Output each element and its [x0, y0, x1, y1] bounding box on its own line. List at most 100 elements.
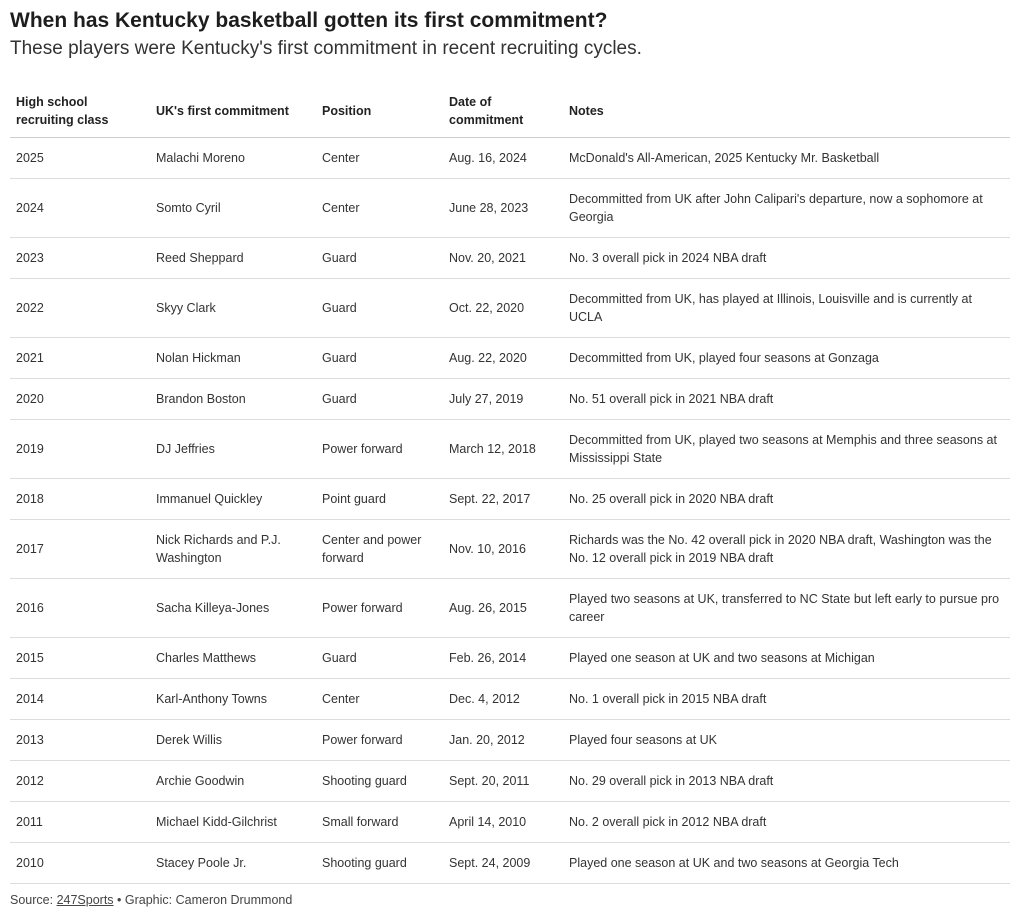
table-cell: Dec. 4, 2012	[443, 678, 563, 720]
table-cell: Guard	[316, 337, 443, 379]
table-cell: Power forward	[316, 419, 443, 479]
table-cell: Brandon Boston	[150, 378, 316, 420]
table-cell: Aug. 22, 2020	[443, 337, 563, 379]
table-row: 2016 Sacha Killeya-Jones Power forward Aug.…	[10, 578, 1010, 638]
table-cell: Nov. 10, 2016	[443, 519, 563, 579]
table-row: 2018 Immanuel Quickley Point guard Sept. 22…	[10, 478, 1010, 520]
table-cell: Power forward	[316, 719, 443, 761]
column-header: Notes	[563, 85, 1010, 138]
table-cell: Decommitted from UK, played two seasons …	[563, 419, 1010, 479]
table-cell: Guard	[316, 278, 443, 338]
column-header: Date of commitment	[443, 85, 563, 138]
table-cell: Feb. 26, 2014	[443, 637, 563, 679]
table-cell: Aug. 26, 2015	[443, 578, 563, 638]
table-row: 2023 Reed Sheppard Guard Nov. 20, 2021 No. 3…	[10, 237, 1010, 279]
table-row: 2022 Skyy Clark Guard Oct. 22, 2020 Decommit…	[10, 278, 1010, 338]
table-cell: Karl-Anthony Towns	[150, 678, 316, 720]
column-header: UK's first commitment	[150, 85, 316, 138]
table-cell: Sacha Killeya-Jones	[150, 578, 316, 638]
table-cell: No. 51 overall pick in 2021 NBA draft	[563, 378, 1010, 420]
table-cell: No. 25 overall pick in 2020 NBA draft	[563, 478, 1010, 520]
table-cell: 2016	[10, 578, 150, 638]
table-cell: Nick Richards and P.J. Washington	[150, 519, 316, 579]
table-cell: No. 1 overall pick in 2015 NBA draft	[563, 678, 1010, 720]
table-cell: 2018	[10, 478, 150, 520]
table-cell: 2012	[10, 760, 150, 802]
table-cell: Jan. 20, 2012	[443, 719, 563, 761]
table-cell: 2025	[10, 137, 150, 179]
table-cell: Decommitted from UK, has played at Illin…	[563, 278, 1010, 338]
table-cell: Center	[316, 678, 443, 720]
table-row: 2017 Nick Richards and P.J. Washington Cen…	[10, 519, 1010, 579]
table-cell: 2017	[10, 519, 150, 579]
table-cell: DJ Jeffries	[150, 419, 316, 479]
table-row: 2019 DJ Jeffries Power forward March 12, 20…	[10, 419, 1010, 479]
table: High school recruiting class UK's first c…	[10, 85, 1010, 884]
table-row: 2011 Michael Kidd-Gilchrist Small forward A…	[10, 801, 1010, 843]
header-row: High school recruiting class UK's first c…	[10, 85, 1010, 138]
source-link[interactable]: 247Sports	[56, 893, 114, 907]
table-row: 2014 Karl-Anthony Towns Center Dec. 4, 2012…	[10, 678, 1010, 720]
table-cell: 2011	[10, 801, 150, 843]
table-cell: Shooting guard	[316, 760, 443, 802]
table-row: 2010 Stacey Poole Jr. Shooting guard Sept. …	[10, 842, 1010, 884]
table-cell: Somto Cyril	[150, 178, 316, 238]
table-cell: 2020	[10, 378, 150, 420]
table-cell: Michael Kidd-Gilchrist	[150, 801, 316, 843]
table-cell: Sept. 22, 2017	[443, 478, 563, 520]
table-cell: Decommitted from UK after John Calipari'…	[563, 178, 1010, 238]
table-cell: Richards was the No. 42 overall pick in …	[563, 519, 1010, 579]
table-cell: Aug. 16, 2024	[443, 137, 563, 179]
table-row: 2024 Somto Cyril Center June 28, 2023 Decomm…	[10, 178, 1010, 238]
table-cell: 2014	[10, 678, 150, 720]
table-cell: Point guard	[316, 478, 443, 520]
table-cell: Oct. 22, 2020	[443, 278, 563, 338]
title: When has Kentucky basketball gotten its …	[10, 9, 608, 32]
table-cell: Charles Matthews	[150, 637, 316, 679]
table-cell: 2023	[10, 237, 150, 279]
table-cell: Guard	[316, 378, 443, 420]
table-cell: Played four seasons at UK	[563, 719, 1010, 761]
table-cell: Played one season at UK and two seasons …	[563, 637, 1010, 679]
table-cell: Center	[316, 178, 443, 238]
table-cell: No. 3 overall pick in 2024 NBA draft	[563, 237, 1010, 279]
table-cell: Skyy Clark	[150, 278, 316, 338]
credit: • Graphic: Cameron Drummond	[117, 893, 293, 907]
table-cell: 2022	[10, 278, 150, 338]
table-cell: June 28, 2023	[443, 178, 563, 238]
table-row: 2021 Nolan Hickman Guard Aug. 22, 2020 Decom…	[10, 337, 1010, 379]
table-cell: Power forward	[316, 578, 443, 638]
table-cell: No. 29 overall pick in 2013 NBA draft	[563, 760, 1010, 802]
table-cell: Guard	[316, 237, 443, 279]
table-cell: 2024	[10, 178, 150, 238]
table-cell: 2013	[10, 719, 150, 761]
table-cell: Malachi Moreno	[150, 137, 316, 179]
source-label: Source:	[10, 893, 54, 907]
table-row: 2013 Derek Willis Power forward Jan. 20, 20…	[10, 719, 1010, 761]
table-row: 2020 Brandon Boston Guard July 27, 2019 No. …	[10, 378, 1010, 420]
table-cell: July 27, 2019	[443, 378, 563, 420]
table-cell: Nov. 20, 2021	[443, 237, 563, 279]
table-cell: Archie Goodwin	[150, 760, 316, 802]
table-cell: No. 2 overall pick in 2012 NBA draft	[563, 801, 1010, 843]
column-header: Position	[316, 85, 443, 138]
table-cell: Sept. 20, 2011	[443, 760, 563, 802]
table-cell: Center and power forward	[316, 519, 443, 579]
table-cell: Played two seasons at UK, transferred to…	[563, 578, 1010, 638]
table-cell: Derek Willis	[150, 719, 316, 761]
table-cell: Decommitted from UK, played four seasons…	[563, 337, 1010, 379]
footer: Source: 247Sports • Graphic: Cameron Dru…	[10, 893, 292, 907]
table-cell: Center	[316, 137, 443, 179]
table-cell: March 12, 2018	[443, 419, 563, 479]
table-cell: Shooting guard	[316, 842, 443, 884]
table-cell: April 14, 2010	[443, 801, 563, 843]
table-cell: 2015	[10, 637, 150, 679]
table-cell: Immanuel Quickley	[150, 478, 316, 520]
table-cell: 2019	[10, 419, 150, 479]
table-row: 2012 Archie Goodwin Shooting guard Sept. 20…	[10, 760, 1010, 802]
table-row: 2015 Charles Matthews Guard Feb. 26, 2014 Pl…	[10, 637, 1010, 679]
table-cell: Reed Sheppard	[150, 237, 316, 279]
table-cell: 2010	[10, 842, 150, 884]
table-cell: Guard	[316, 637, 443, 679]
